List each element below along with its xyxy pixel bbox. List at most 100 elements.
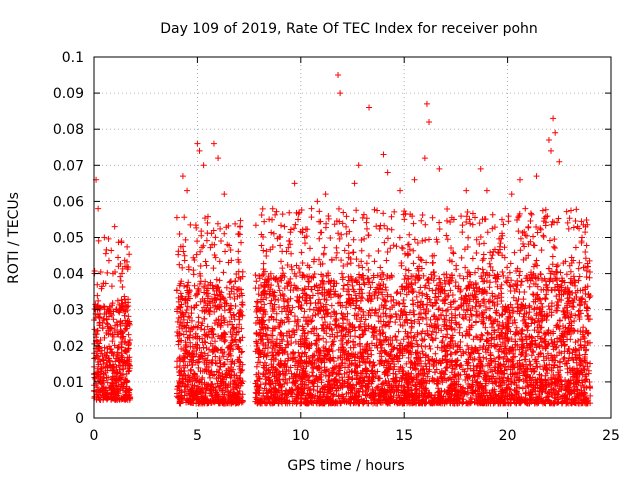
data-point <box>103 359 110 366</box>
data-point <box>124 266 131 273</box>
data-point <box>97 304 104 311</box>
data-point <box>116 301 123 308</box>
data-point <box>106 343 113 350</box>
data-point <box>101 303 108 310</box>
data-point <box>117 319 124 326</box>
data-point <box>238 325 245 332</box>
data-point <box>218 320 225 327</box>
data-point <box>191 304 198 311</box>
data-point <box>101 334 108 341</box>
data-point <box>187 367 194 374</box>
data-point <box>185 313 192 320</box>
data-point <box>182 299 189 306</box>
data-point <box>104 269 111 276</box>
data-point <box>231 392 238 399</box>
data-point <box>110 316 117 323</box>
data-point <box>109 338 116 345</box>
data-point <box>122 375 129 382</box>
data-point <box>109 331 116 338</box>
data-point <box>98 363 105 370</box>
data-point <box>126 391 133 398</box>
data-point <box>213 375 220 382</box>
data-point <box>118 328 125 335</box>
data-point <box>208 295 215 302</box>
data-point <box>115 357 122 364</box>
data-point <box>226 318 233 325</box>
data-point <box>230 325 237 332</box>
data-point <box>209 326 216 333</box>
data-point <box>104 390 111 397</box>
data-point <box>205 293 212 300</box>
data-point <box>239 292 246 299</box>
data-point <box>121 293 128 300</box>
data-point <box>117 385 124 392</box>
data-point <box>111 326 118 333</box>
data-point <box>116 366 123 373</box>
data-point <box>227 302 234 309</box>
data-points <box>91 72 594 407</box>
data-point <box>104 364 111 371</box>
data-point <box>107 324 114 331</box>
data-point <box>126 367 133 374</box>
data-point <box>100 375 107 382</box>
data-point <box>94 281 101 288</box>
data-point <box>173 364 180 371</box>
data-point <box>239 398 246 405</box>
data-point <box>191 282 198 289</box>
data-point <box>221 330 228 337</box>
data-point <box>112 269 119 276</box>
data-point <box>97 268 104 275</box>
data-point <box>180 371 187 378</box>
data-point <box>184 303 191 310</box>
data-point <box>201 350 208 357</box>
data-point <box>214 380 221 387</box>
data-point <box>114 344 121 351</box>
data-point <box>227 294 234 301</box>
data-point <box>192 292 199 299</box>
data-point <box>188 310 195 317</box>
data-point <box>111 342 118 349</box>
data-point <box>97 379 104 386</box>
data-point <box>125 331 132 338</box>
data-point <box>228 278 235 285</box>
data-point <box>108 247 115 254</box>
data-point <box>212 338 219 345</box>
data-point <box>100 370 107 377</box>
data-point <box>117 333 124 340</box>
data-point <box>176 282 183 289</box>
data-point <box>176 400 183 407</box>
data-point <box>214 292 221 299</box>
data-point <box>118 239 125 246</box>
data-point <box>117 277 124 284</box>
data-point <box>102 250 109 257</box>
data-point <box>96 319 103 326</box>
data-point <box>126 336 133 343</box>
data-point <box>127 362 134 369</box>
data-point <box>219 389 226 396</box>
data-point <box>212 353 219 360</box>
data-point <box>214 284 221 291</box>
data-point <box>180 331 187 338</box>
data-point <box>95 237 102 244</box>
data-point <box>224 356 231 363</box>
data-point <box>119 362 126 369</box>
data-point <box>120 366 127 373</box>
data-point <box>237 307 244 314</box>
data-point <box>124 299 131 306</box>
data-point <box>217 323 224 330</box>
data-point <box>194 345 201 352</box>
data-point <box>177 290 184 297</box>
data-point <box>216 357 223 364</box>
data-point <box>201 326 208 333</box>
data-point <box>236 346 243 353</box>
data-point <box>125 313 132 320</box>
data-point <box>115 390 122 397</box>
data-point <box>106 355 113 362</box>
data-point <box>103 374 110 381</box>
data-point <box>188 317 195 324</box>
data-point <box>219 350 226 357</box>
data-point <box>201 381 208 388</box>
data-point <box>93 391 100 398</box>
data-point <box>114 396 121 403</box>
